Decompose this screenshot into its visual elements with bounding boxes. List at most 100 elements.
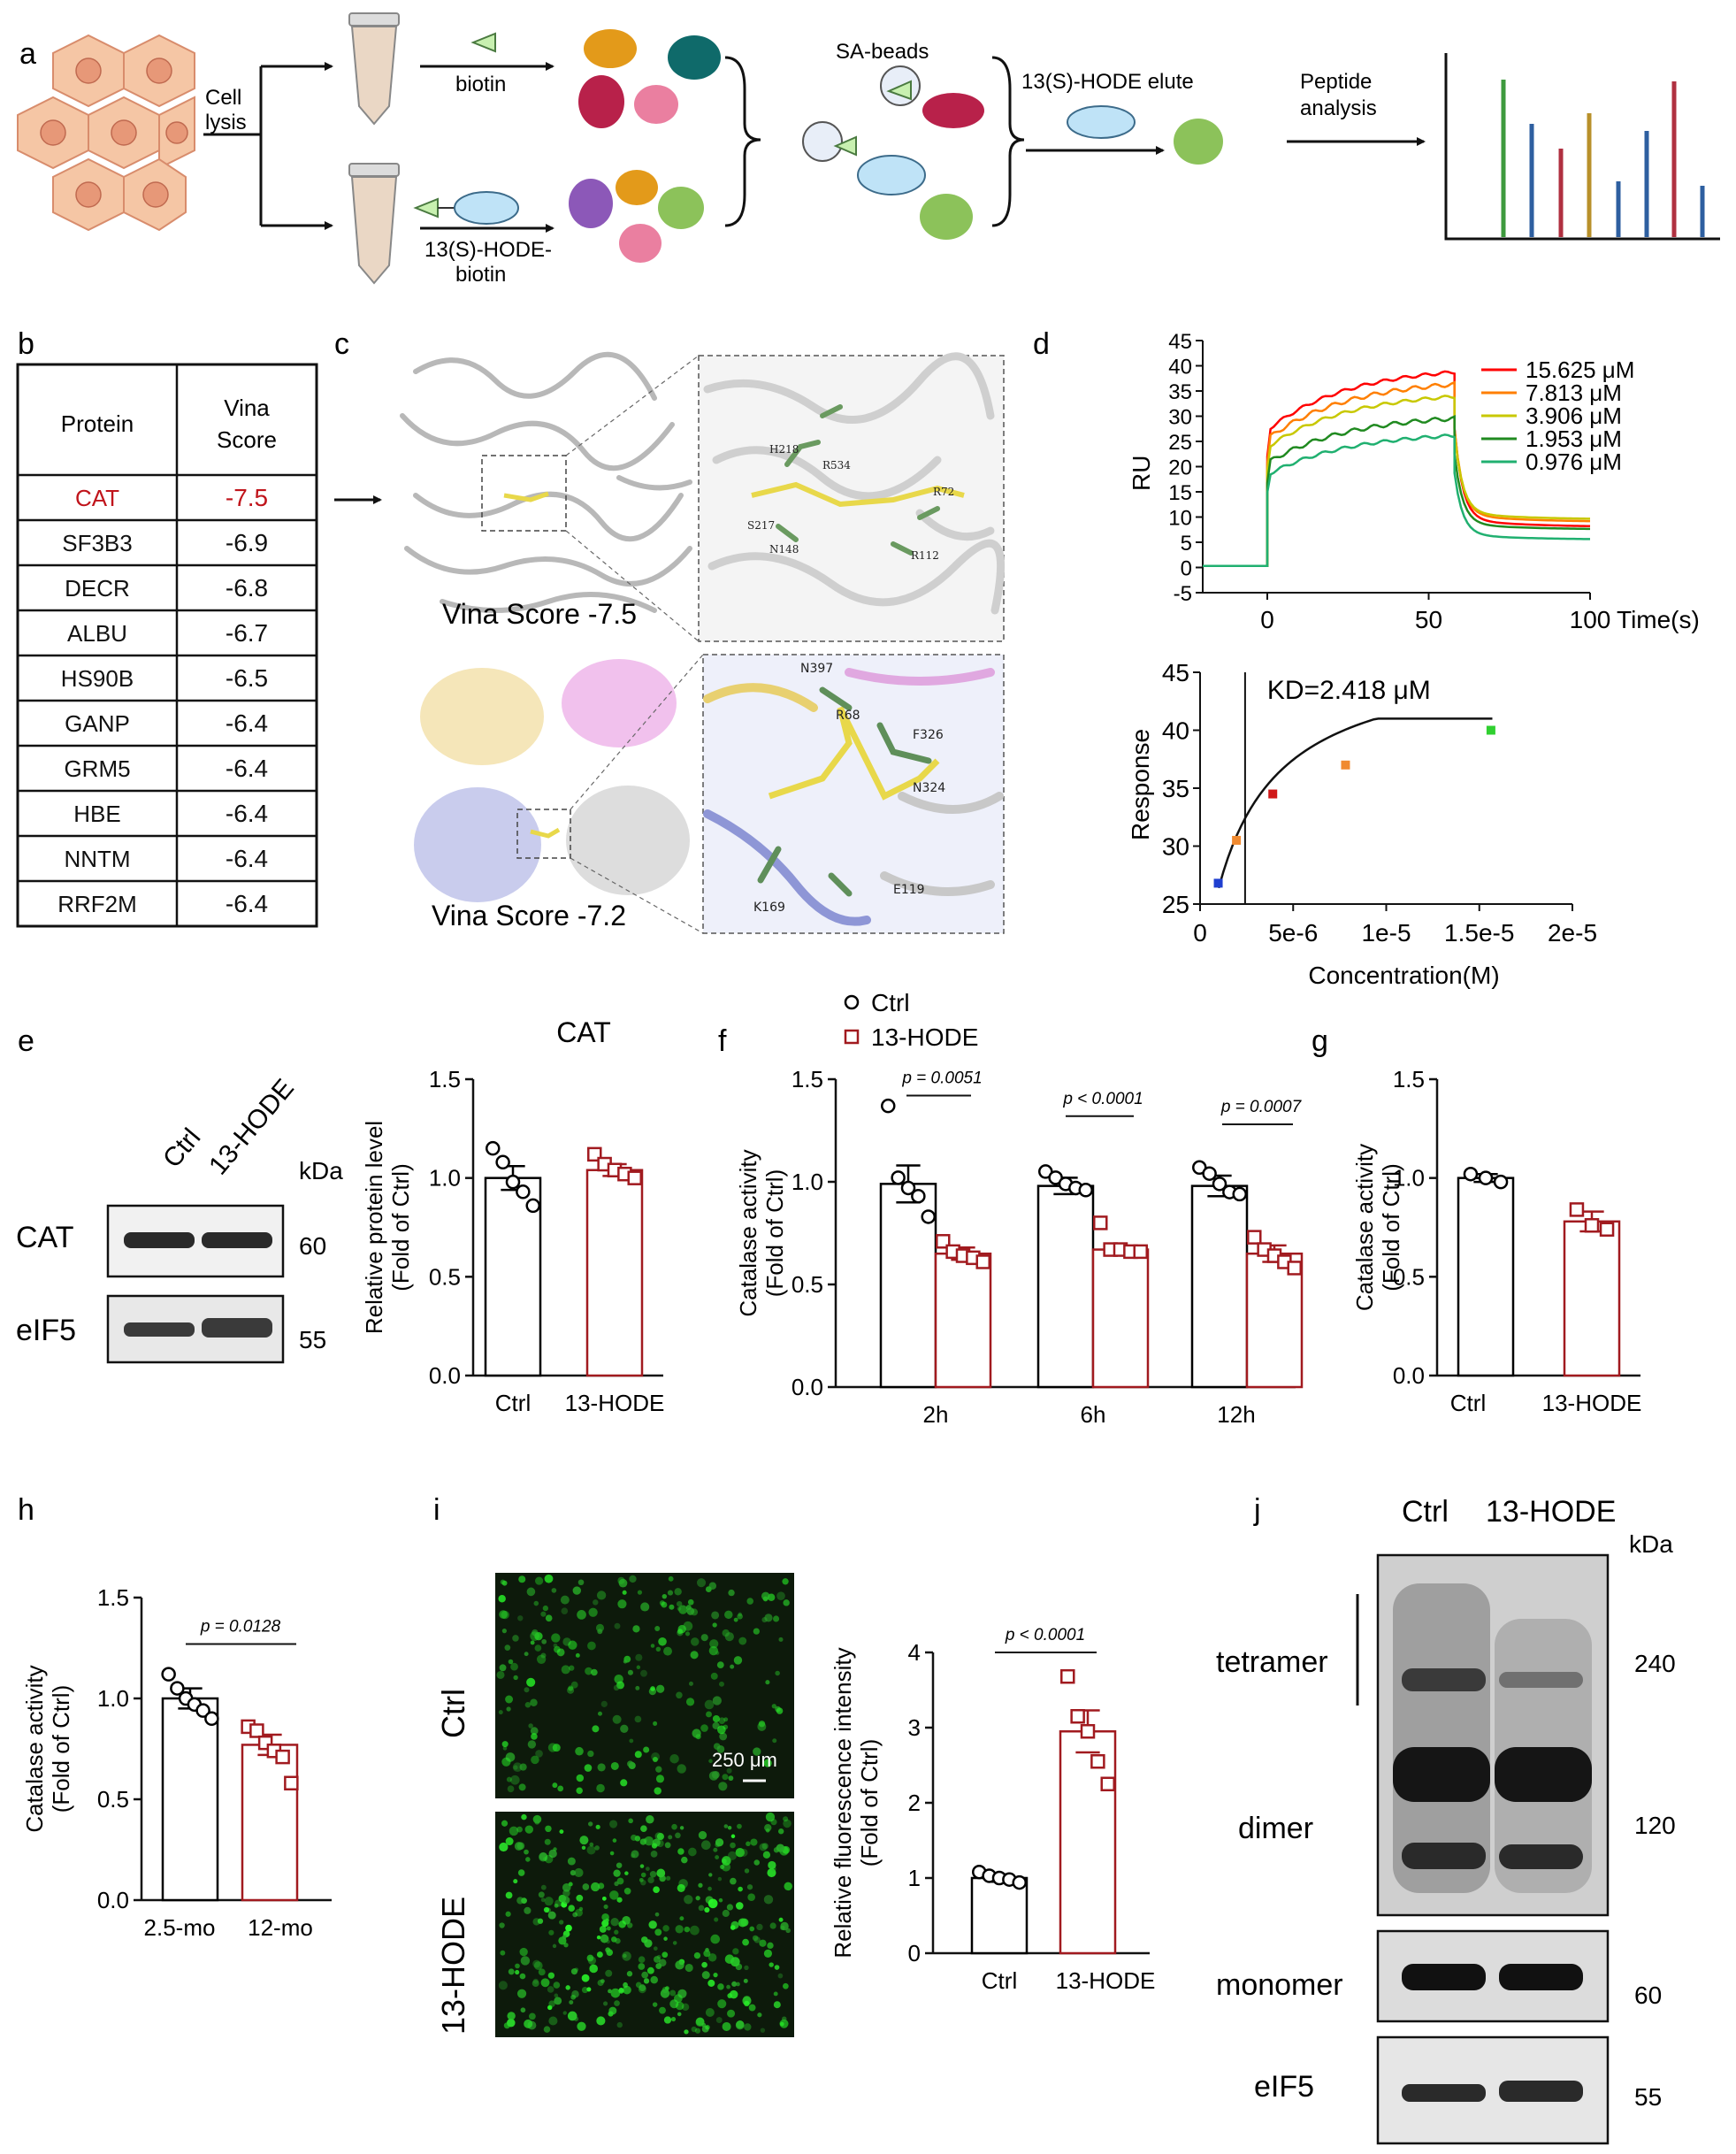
cell-spot [785, 1928, 791, 1934]
panel-label-b: b [18, 327, 34, 361]
cell-spot [717, 1999, 727, 2009]
blot-j-kda-240: 240 [1634, 1650, 1676, 1677]
blot-kda-60: 60 [299, 1232, 326, 1260]
data-point [195, 1703, 210, 1718]
cell-spot [639, 1877, 644, 1882]
cell-spot [736, 1902, 744, 1910]
cell-spot [562, 2011, 567, 2015]
cell-spot [655, 1766, 662, 1773]
data-point [1463, 1166, 1479, 1182]
cell-spot [554, 1997, 562, 2005]
cell-spot [499, 1610, 508, 1619]
cell-spot [705, 2007, 715, 2017]
cell-spot [690, 1651, 699, 1660]
data-point [921, 1209, 936, 1224]
cell-spot [509, 1826, 519, 1836]
cell-spot [581, 1974, 590, 1982]
cell-spot [628, 1818, 633, 1824]
cell-spot [623, 1887, 631, 1895]
sensorgram-series-line [1203, 433, 1591, 568]
cell-spot [504, 1644, 511, 1651]
cell-spot [582, 1883, 590, 1890]
table-cell-protein: HBE [73, 801, 120, 827]
cell-spot [575, 1746, 584, 1756]
cell-spot [760, 2028, 766, 2033]
cell-spot [652, 1757, 658, 1763]
cell-spot [524, 1906, 532, 1914]
kd-label: KD=2.418 μM [1267, 676, 1431, 705]
cell-spot [609, 1851, 615, 1856]
y-tick-label: 0 [908, 1940, 921, 1966]
data-point [1133, 1244, 1148, 1260]
panel-label-h: h [18, 1493, 34, 1527]
cell-spot [587, 1750, 594, 1758]
cell-spot [730, 1842, 736, 1849]
cell-spot [644, 1836, 654, 1846]
cell-spot [691, 2026, 697, 2033]
y-tick-label: 0.5 [792, 1271, 823, 1298]
table-cell-protein: DECR [65, 575, 130, 602]
cell-spot [730, 1834, 736, 1839]
table-header-protein: Protein [61, 410, 134, 437]
cell-spot [712, 1721, 720, 1729]
table-cell-score: -6.7 [226, 619, 268, 647]
cell-spot [517, 1869, 525, 1876]
cell-spot [698, 1882, 703, 1888]
bar-chart-g: 0.0 0.5 1.0 1.5 Catalase activity(Fold of Ct… [1351, 1066, 1641, 1416]
cell-spot [776, 1707, 784, 1714]
cell-spot [719, 1681, 724, 1687]
cell-spot [498, 1981, 508, 1990]
cell-spot [618, 1578, 628, 1588]
cell-spot [761, 1591, 770, 1601]
bar [1036, 1184, 1095, 1389]
cell-spot [668, 1575, 674, 1582]
cell-spot [687, 1598, 694, 1606]
cell-spot [554, 1645, 561, 1653]
y-tick-label: 2 [908, 1790, 921, 1816]
cell-spot [744, 2023, 752, 2031]
x-tick-label: 12-mo [248, 1914, 313, 1941]
cell-spot [530, 1631, 540, 1641]
cell-spot [531, 1733, 538, 1740]
table-cell-score: -6.4 [226, 845, 268, 872]
cell-spot [502, 1746, 508, 1751]
blot-kda-55: 55 [299, 1326, 326, 1353]
data-point [284, 1775, 299, 1791]
cell-spot [762, 1851, 771, 1859]
cell-spot [553, 1982, 561, 1989]
y-axis-label: Catalase activity(Fold of Ctrl) [21, 1665, 74, 1832]
data-point [1060, 1668, 1075, 1684]
cell-spot [505, 1695, 514, 1704]
cell-spot [659, 1874, 666, 1882]
cell-spot [620, 1779, 628, 1787]
cell-spot [643, 1837, 647, 1843]
bar [1245, 1252, 1304, 1389]
cell-spot [534, 1644, 542, 1652]
cell-spot [612, 1838, 617, 1843]
tube-icon-top [348, 12, 400, 126]
micrograph-ctrl-cells [496, 1574, 790, 1795]
data-point [900, 1180, 916, 1196]
cell-spot [677, 1606, 682, 1611]
cell-spot [777, 1973, 784, 1979]
x-tick-label: 1.5e-5 [1444, 919, 1514, 947]
biotin-icon [470, 32, 496, 53]
table-border [16, 363, 318, 928]
blot-kda-label: kDa [299, 1157, 343, 1184]
table-cell-protein: ALBU [67, 620, 127, 647]
cell-spot [693, 1951, 701, 1959]
data-point [881, 1098, 896, 1114]
cell-spot [737, 1614, 743, 1620]
cell-spot [703, 1950, 711, 1958]
cell-spot [641, 1936, 648, 1943]
legend-label: 15.625 μM [1526, 356, 1634, 383]
fit-curve [1217, 717, 1493, 889]
cell-spot [732, 1948, 739, 1955]
blot-band-eif5: eIF5 [16, 1314, 76, 1347]
cell-spot [520, 1956, 531, 1966]
cell-spot [765, 1680, 770, 1685]
blot-j-eif5 [1376, 2035, 1610, 2145]
cell-spot [593, 1599, 599, 1606]
panel-label-c: c [334, 327, 349, 361]
